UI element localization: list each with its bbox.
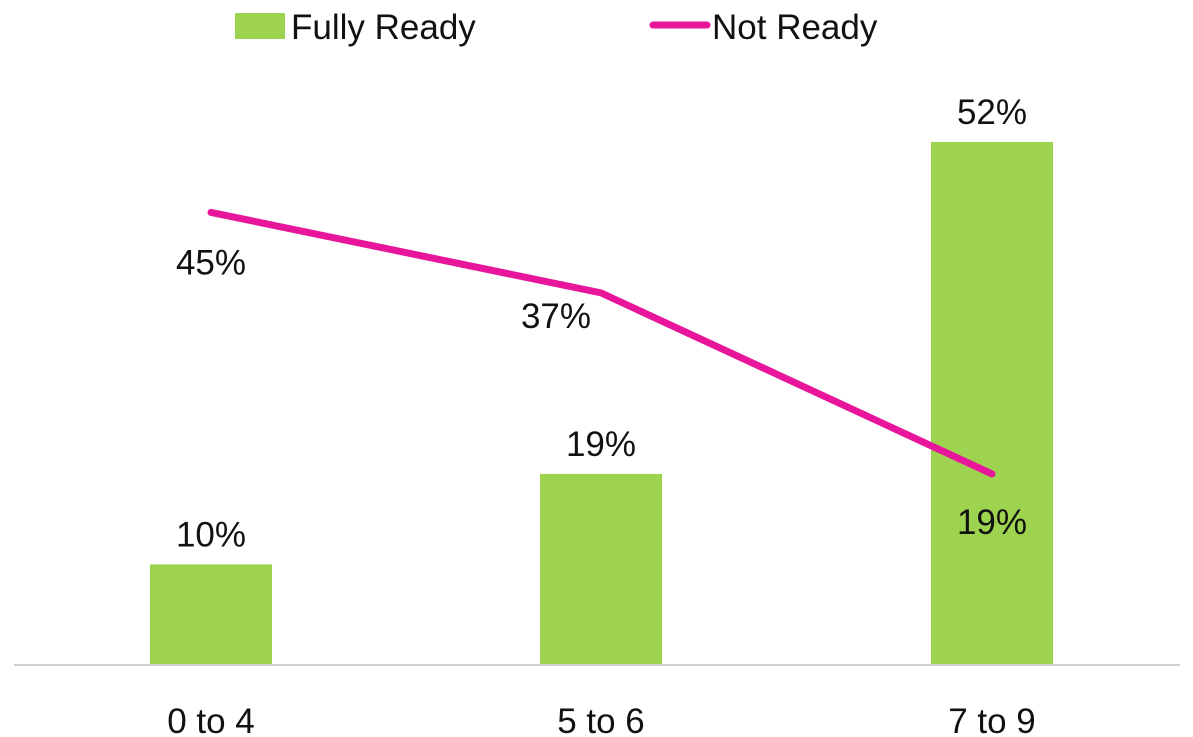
x-tick-label-2: 5 to 6 xyxy=(557,702,645,737)
bar-series-fully-ready xyxy=(150,142,1053,665)
data-label-not-ready-3: 19% xyxy=(957,503,1027,542)
x-tick-label-1: 0 to 4 xyxy=(167,702,255,737)
legend: Fully Ready Not Ready xyxy=(235,8,878,47)
legend-swatch-fully-ready xyxy=(235,13,285,39)
x-axis-ticks: 0 to 4 5 to 6 7 to 9 xyxy=(167,702,1036,737)
bar-fully-ready-3 xyxy=(931,142,1053,665)
bar-fully-ready-1 xyxy=(150,564,272,665)
legend-label-not-ready: Not Ready xyxy=(712,8,878,47)
line-series-not-ready xyxy=(207,208,996,478)
data-label-fully-ready-2: 19% xyxy=(566,425,636,464)
x-tick-label-3: 7 to 9 xyxy=(948,702,1036,737)
data-labels: 10% 19% 52% 45% 37% 19% xyxy=(176,93,1027,554)
data-label-not-ready-1: 45% xyxy=(176,243,246,282)
line-not-ready xyxy=(207,208,996,478)
data-label-fully-ready-3: 52% xyxy=(957,93,1027,132)
bar-fully-ready-2 xyxy=(540,473,662,665)
legend-label-fully-ready: Fully Ready xyxy=(291,8,476,47)
data-label-fully-ready-1: 10% xyxy=(176,515,246,554)
data-label-not-ready-2: 37% xyxy=(521,297,591,336)
